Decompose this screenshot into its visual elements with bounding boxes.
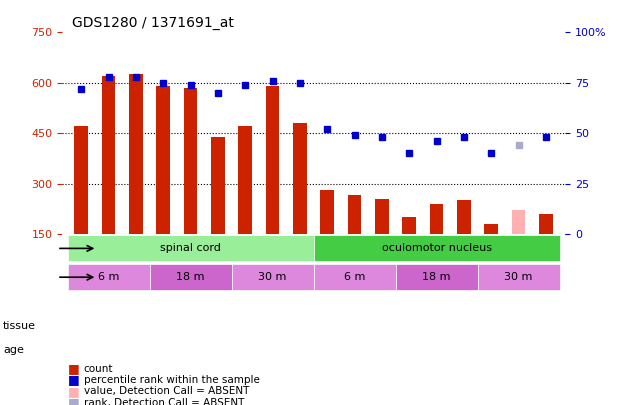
Bar: [539, 214, 553, 234]
Text: 30 m: 30 m: [504, 272, 533, 282]
Bar: [238, 126, 252, 234]
Bar: [102, 76, 116, 234]
Text: count: count: [84, 364, 114, 373]
Bar: [402, 217, 416, 234]
FancyBboxPatch shape: [314, 264, 396, 290]
Text: GDS1280 / 1371691_at: GDS1280 / 1371691_at: [72, 16, 234, 30]
FancyBboxPatch shape: [68, 264, 150, 290]
Bar: [75, 126, 88, 234]
Text: ■: ■: [68, 385, 80, 398]
FancyBboxPatch shape: [150, 264, 232, 290]
Bar: [293, 123, 307, 234]
FancyBboxPatch shape: [314, 235, 560, 261]
Bar: [430, 204, 443, 234]
Bar: [457, 200, 471, 234]
Bar: [156, 86, 170, 234]
Text: percentile rank within the sample: percentile rank within the sample: [84, 375, 260, 385]
Text: 6 m: 6 m: [98, 272, 119, 282]
Bar: [184, 88, 197, 234]
Bar: [348, 195, 361, 234]
Bar: [484, 224, 498, 234]
Text: value, Detection Call = ABSENT: value, Detection Call = ABSENT: [84, 386, 249, 396]
Text: oculomotor nucleus: oculomotor nucleus: [382, 243, 492, 254]
Text: spinal cord: spinal cord: [160, 243, 221, 254]
Text: ■: ■: [68, 396, 80, 405]
Bar: [211, 136, 225, 234]
Text: 30 m: 30 m: [258, 272, 287, 282]
FancyBboxPatch shape: [396, 264, 478, 290]
Text: 18 m: 18 m: [422, 272, 451, 282]
Text: 18 m: 18 m: [176, 272, 205, 282]
Text: rank, Detection Call = ABSENT: rank, Detection Call = ABSENT: [84, 398, 244, 405]
Bar: [512, 211, 525, 234]
FancyBboxPatch shape: [232, 264, 314, 290]
Text: age: age: [3, 345, 24, 355]
FancyBboxPatch shape: [478, 264, 560, 290]
Bar: [266, 86, 279, 234]
Bar: [320, 190, 334, 234]
Bar: [375, 199, 389, 234]
Text: ■: ■: [68, 373, 80, 386]
Text: 6 m: 6 m: [344, 272, 365, 282]
Bar: [129, 75, 143, 234]
Text: ■: ■: [68, 362, 80, 375]
FancyBboxPatch shape: [68, 235, 314, 261]
Text: tissue: tissue: [3, 321, 36, 331]
